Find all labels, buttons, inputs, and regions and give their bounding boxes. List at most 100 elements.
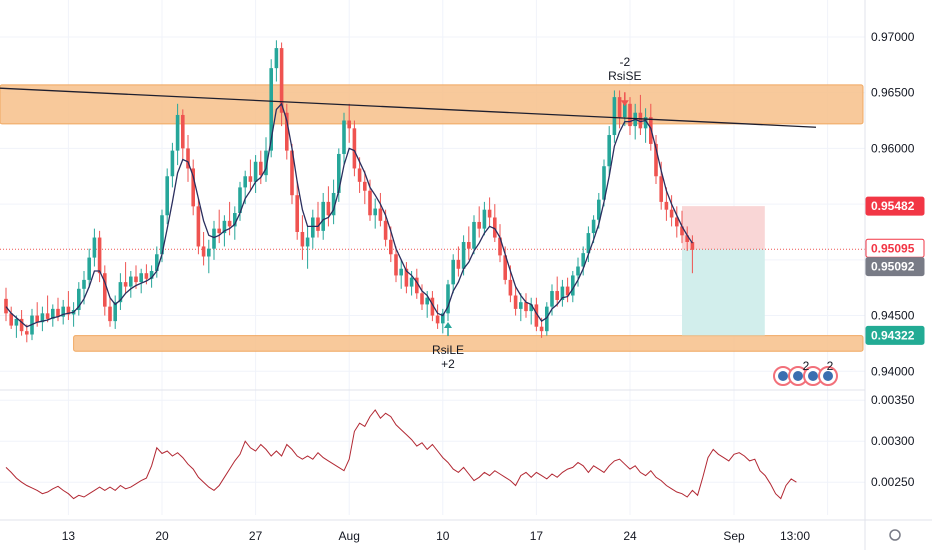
candle-body [300,231,305,247]
candle-body [519,302,523,309]
flag-icon [808,371,818,381]
x-tick-label: 10 [436,529,450,543]
candle-body [243,176,247,188]
candle-body [420,293,424,305]
candle-body [550,291,554,307]
candle-body [201,246,206,257]
candle-body [456,259,461,269]
candle-body [181,114,185,149]
candle-body [207,248,211,257]
indicator-line [5,409,797,500]
candle-body [690,242,695,250]
price-label: 0.94322 [865,325,925,345]
candle-body [394,254,398,276]
x-tick-label: 20 [155,529,169,543]
candle-body [685,235,689,243]
candle-body [524,302,528,312]
candle-body [337,153,341,193]
candle-body [472,221,476,249]
event-icon[interactable] [788,366,808,386]
y-tick-label: 0.96500 [871,86,915,100]
price-zones [0,84,864,352]
candle-body [586,233,591,254]
candle-body [253,161,258,182]
candle-body [441,313,445,324]
take-profit-zone[interactable] [682,249,765,336]
price-label-text: 0.95482 [871,199,915,213]
price-label-bg [865,257,925,277]
candle-body [373,208,377,216]
candle-body [347,120,351,129]
resistance-zone[interactable] [0,84,864,125]
candle-body [638,112,643,129]
candle-body [435,315,440,324]
y-tick-label: 0.00300 [871,434,915,448]
trendline[interactable] [0,87,817,128]
x-tick-label: 24 [623,529,637,543]
candle-body [628,103,632,127]
candle-body [654,143,658,177]
candle-body [134,276,138,283]
candle-body [404,268,409,287]
candle-body [430,297,435,316]
candle-body [482,209,487,229]
candle-body [19,318,24,332]
candle-body [82,279,86,289]
support-zone[interactable] [73,335,864,352]
candle-body [25,331,29,335]
candle-body [607,135,611,167]
candle-body [66,306,71,315]
position-tool[interactable] [0,206,865,336]
candle-body [363,181,367,191]
y-tick-label: 0.94500 [871,309,915,323]
candle-body [264,150,268,176]
trendline-line[interactable] [0,87,817,128]
event-icon[interactable] [773,366,793,386]
candle-body [669,209,674,218]
moving-average [5,102,693,328]
candle-body [9,313,13,326]
y-tick-label: 0.00350 [871,393,915,407]
candle-body [555,291,559,300]
candle-body [425,297,429,305]
candle-body [222,220,227,234]
candle-body [529,304,533,312]
candle-body [493,217,497,238]
y-tick-label: 0.00250 [871,475,915,489]
candle-body [342,120,346,154]
candle-body [51,308,55,319]
candlestick-series [4,40,695,343]
candle-body [415,277,419,294]
candle-body [565,286,570,296]
candle-body [61,306,65,317]
candle-body [305,237,310,247]
candle-body [487,209,492,218]
x-tick-label: 27 [249,529,263,543]
candle-body [196,206,201,247]
candle-body [259,161,263,176]
candle-body [467,242,471,249]
candle-body [103,273,107,307]
candle-body [186,148,190,169]
y-tick-label: 0.94000 [871,364,915,378]
candle-body [269,68,273,151]
stop-loss-zone[interactable] [682,206,765,250]
flag-icon [778,371,788,381]
candle-body [4,298,8,314]
candle-body [295,195,299,232]
x-tick-label: 13 [62,529,76,543]
settings-gear-icon[interactable] [889,529,901,541]
event-icon[interactable] [818,366,838,386]
candle-body [623,103,627,118]
signal-label-long-bottom: +2 [441,357,455,371]
candle-body [170,150,175,177]
x-tick-label: 17 [530,529,544,543]
candle-body [680,226,684,236]
y-tick-label: 0.96000 [871,141,915,155]
candle-body [129,276,133,287]
candle-body [87,257,91,280]
candle-body [576,266,580,276]
